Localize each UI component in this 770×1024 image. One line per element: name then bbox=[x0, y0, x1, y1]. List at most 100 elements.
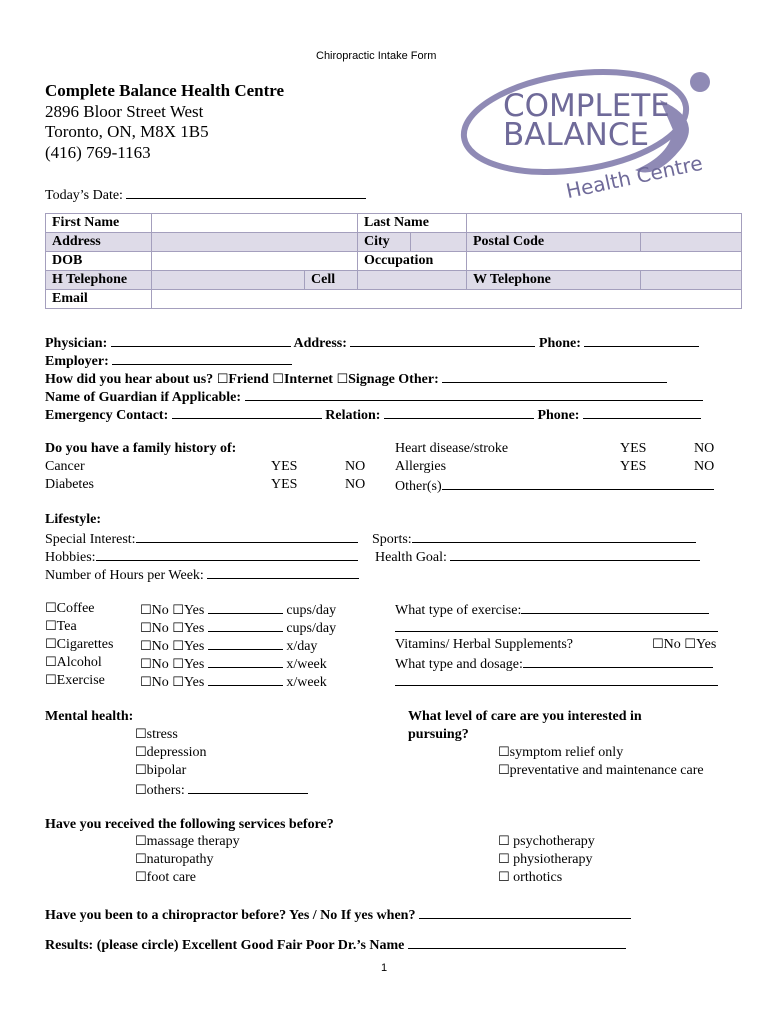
hours-field[interactable]: Number of Hours per Week: bbox=[45, 565, 360, 584]
checkbox-icon[interactable]: ☐ bbox=[135, 870, 147, 885]
diabetes-yes[interactable]: YES bbox=[271, 477, 298, 492]
checkbox-vitamins-no[interactable]: ☐ bbox=[652, 637, 664, 652]
employer-line[interactable]: Employer: bbox=[45, 351, 293, 370]
health-goal-field[interactable]: Health Goal: bbox=[375, 547, 701, 566]
service-option[interactable]: ☐massage therapy bbox=[135, 833, 240, 850]
service-option[interactable]: ☐ orthotics bbox=[498, 869, 562, 886]
todays-date-field[interactable]: Today’s Date: bbox=[45, 185, 367, 204]
checkbox-icon[interactable]: ☐ bbox=[135, 745, 147, 760]
checkbox-habit-no[interactable]: ☐ bbox=[140, 621, 152, 636]
checkbox-habit-yes[interactable]: ☐ bbox=[172, 603, 184, 618]
first-name-input[interactable] bbox=[151, 213, 358, 233]
checkbox-icon[interactable]: ☐ bbox=[135, 834, 147, 849]
checkbox-icon[interactable]: ☐ bbox=[135, 727, 147, 742]
habit-amount-input[interactable] bbox=[207, 636, 283, 650]
checkbox-icon[interactable]: ☐ bbox=[498, 852, 510, 867]
allergies-no[interactable]: NO bbox=[694, 459, 715, 474]
results-line[interactable]: Results: (please circle) Excellent Good … bbox=[45, 935, 626, 954]
habit-unit: x/day bbox=[286, 639, 318, 654]
allergies-yes[interactable]: YES bbox=[620, 459, 647, 474]
guardian-line[interactable]: Name of Guardian if Applicable: bbox=[45, 387, 703, 406]
h-telephone-input[interactable] bbox=[151, 270, 305, 290]
occupation-input[interactable] bbox=[465, 251, 743, 271]
yes-label: Yes bbox=[183, 675, 205, 690]
checkbox-icon[interactable]: ☐ bbox=[135, 852, 147, 867]
emergency-phone-label: Phone: bbox=[537, 408, 580, 423]
checkbox-habit[interactable]: ☐ bbox=[45, 655, 57, 670]
exercise-type-line2[interactable] bbox=[395, 618, 718, 637]
cancer-no[interactable]: NO bbox=[345, 459, 366, 474]
cell-input[interactable] bbox=[357, 270, 467, 290]
checkbox-vitamins-yes[interactable]: ☐ bbox=[684, 637, 696, 652]
physician-line[interactable]: Physician: Address: Phone: bbox=[45, 333, 700, 352]
checkbox-icon[interactable]: ☐ bbox=[135, 783, 147, 798]
postal-code-input[interactable] bbox=[640, 232, 742, 252]
hobbies-field[interactable]: Hobbies: bbox=[45, 547, 358, 566]
cancer-yes[interactable]: YES bbox=[271, 459, 298, 474]
mental-option[interactable]: ☐stress bbox=[135, 726, 178, 743]
exercise-type-label: What type of exercise: bbox=[395, 603, 522, 618]
care-option[interactable]: ☐symptom relief only bbox=[498, 744, 623, 761]
checkbox-habit-no[interactable]: ☐ bbox=[140, 657, 152, 672]
service-option[interactable]: ☐foot care bbox=[135, 869, 196, 886]
yes-label: Yes bbox=[695, 637, 717, 652]
diabetes-no[interactable]: NO bbox=[345, 477, 366, 492]
heart-yes[interactable]: YES bbox=[620, 441, 647, 456]
checkbox-habit-yes[interactable]: ☐ bbox=[172, 621, 184, 636]
checkbox-habit[interactable]: ☐ bbox=[45, 637, 57, 652]
habit-row: ☐Cigarettes bbox=[45, 636, 113, 653]
checkbox-habit-no[interactable]: ☐ bbox=[140, 675, 152, 690]
service-option[interactable]: ☐ physiotherapy bbox=[498, 851, 592, 868]
checkbox-icon[interactable]: ☐ bbox=[498, 745, 510, 760]
city-input[interactable] bbox=[410, 232, 467, 252]
habit-amount-input[interactable] bbox=[207, 654, 283, 668]
checkbox-habit-no[interactable]: ☐ bbox=[140, 603, 152, 618]
others-field[interactable]: Other(s) bbox=[395, 476, 714, 495]
checkbox-icon[interactable]: ☐ bbox=[498, 870, 510, 885]
w-telephone-input[interactable] bbox=[640, 270, 742, 290]
dosage-line2[interactable] bbox=[395, 672, 718, 691]
mental-option[interactable]: ☐depression bbox=[135, 744, 207, 761]
email-input[interactable] bbox=[151, 289, 742, 309]
last-name-input[interactable] bbox=[465, 213, 743, 233]
checkbox-internet[interactable]: ☐ bbox=[272, 372, 284, 387]
dosage-field[interactable]: What type and dosage: bbox=[395, 654, 713, 673]
checkbox-habit-no[interactable]: ☐ bbox=[140, 639, 152, 654]
chiropractor-line[interactable]: Have you been to a chiropractor before? … bbox=[45, 905, 631, 924]
no-label: No bbox=[151, 621, 169, 636]
address-input[interactable] bbox=[151, 232, 358, 252]
clinic-name: Complete Balance Health Centre bbox=[45, 81, 285, 100]
diabetes-label: Diabetes bbox=[45, 477, 94, 492]
habit-amount-input[interactable] bbox=[207, 618, 283, 632]
heart-no[interactable]: NO bbox=[694, 441, 715, 456]
sports-field[interactable]: Sports: bbox=[372, 529, 696, 548]
service-option[interactable]: ☐ psychotherapy bbox=[498, 833, 595, 850]
checkbox-icon[interactable]: ☐ bbox=[498, 763, 510, 778]
dob-input[interactable] bbox=[151, 251, 358, 271]
special-interest-field[interactable]: Special Interest: bbox=[45, 529, 358, 548]
checkbox-icon[interactable]: ☐ bbox=[498, 834, 510, 849]
mental-option[interactable]: ☐bipolar bbox=[135, 762, 186, 779]
hours-label: Number of Hours per Week: bbox=[45, 568, 204, 583]
habit-amount-input[interactable] bbox=[207, 600, 283, 614]
checkbox-friend[interactable]: ☐ bbox=[216, 372, 229, 387]
care-option[interactable]: ☐preventative and maintenance care bbox=[498, 762, 704, 779]
checkbox-habit-yes[interactable]: ☐ bbox=[172, 675, 184, 690]
checkbox-habit-yes[interactable]: ☐ bbox=[172, 657, 184, 672]
checkbox-habit[interactable]: ☐ bbox=[45, 619, 57, 634]
checkbox-icon[interactable]: ☐ bbox=[135, 763, 147, 778]
checkbox-habit-yes[interactable]: ☐ bbox=[172, 639, 184, 654]
checkbox-habit[interactable]: ☐ bbox=[45, 601, 57, 616]
h-telephone-label: H Telephone bbox=[45, 270, 152, 290]
service-label: naturopathy bbox=[146, 852, 214, 867]
habit-amount-input[interactable] bbox=[207, 672, 283, 686]
emergency-line[interactable]: Emergency Contact: Relation: Phone: bbox=[45, 405, 701, 424]
habit-label: Coffee bbox=[56, 601, 95, 616]
checkbox-habit[interactable]: ☐ bbox=[45, 673, 57, 688]
exercise-type-field[interactable]: What type of exercise: bbox=[395, 600, 710, 619]
checkbox-signage[interactable]: ☐ bbox=[336, 372, 349, 387]
habit-unit: cups/day bbox=[286, 621, 337, 636]
referral-line[interactable]: How did you hear about us? ☐Friend ☐Inte… bbox=[45, 369, 668, 388]
service-option[interactable]: ☐naturopathy bbox=[135, 851, 214, 868]
mental-option[interactable]: ☐others: bbox=[135, 780, 309, 799]
